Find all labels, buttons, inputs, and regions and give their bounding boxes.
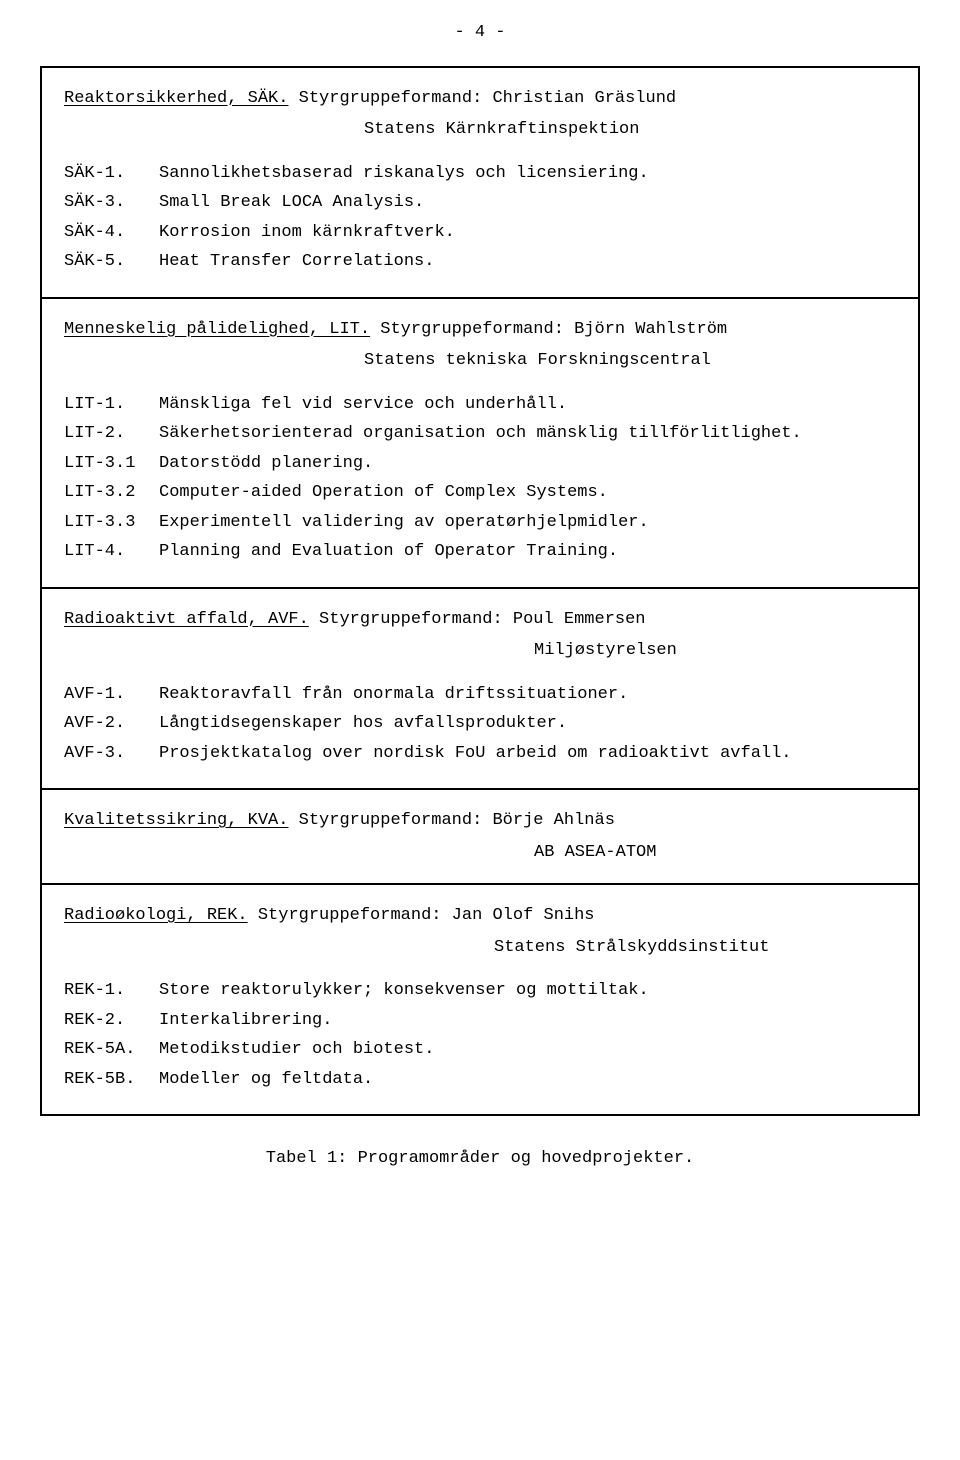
item-code: LIT-3.1 (64, 451, 159, 477)
item-code: AVF-1. (64, 682, 159, 708)
item-text: Metodikstudier och biotest. (159, 1037, 896, 1063)
section-heading: Radioøkologi, REK. Styrgruppeformand: Ja… (64, 903, 896, 929)
section-subtitle: AB ASEA-ATOM (64, 840, 896, 866)
item-text: Small Break LOCA Analysis. (159, 190, 896, 216)
section-title-rest: Styrgruppeformand: Christian Gräslund (288, 89, 676, 108)
section-title-underlined: Kvalitetssikring, KVA. (64, 811, 288, 830)
document-section: Menneskelig pålidelighed, LIT. Styrgrupp… (42, 299, 918, 589)
list-item: SÄK-5.Heat Transfer Correlations. (64, 249, 896, 275)
item-code: SÄK-3. (64, 190, 159, 216)
section-heading: Menneskelig pålidelighed, LIT. Styrgrupp… (64, 317, 896, 343)
section-subtitle: Statens Strålskyddsinstitut (64, 935, 896, 961)
list-item: REK-5A.Metodikstudier och biotest. (64, 1037, 896, 1063)
item-code: LIT-2. (64, 421, 159, 447)
section-title-rest: Styrgruppeformand: Jan Olof Snihs (248, 906, 595, 925)
item-code: REK-2. (64, 1008, 159, 1034)
item-text: Prosjektkatalog over nordisk FoU arbeid … (159, 741, 896, 767)
item-code: REK-5A. (64, 1037, 159, 1063)
sections-table: Reaktorsikkerhed, SÄK. Styrgruppeformand… (40, 66, 920, 1117)
item-text: Säkerhetsorienterad organisation och män… (159, 421, 896, 447)
section-subtitle: Statens Kärnkraftinspektion (64, 117, 896, 143)
list-item: LIT-3.1Datorstödd planering. (64, 451, 896, 477)
list-item: SÄK-4.Korrosion inom kärnkraftverk. (64, 220, 896, 246)
item-text: Sannolikhetsbaserad riskanalys och licen… (159, 161, 896, 187)
section-heading: Reaktorsikkerhed, SÄK. Styrgruppeformand… (64, 86, 896, 112)
section-items: LIT-1.Mänskliga fel vid service och unde… (64, 392, 896, 565)
document-section: Radioaktivt affald, AVF. Styrgruppeforma… (42, 589, 918, 791)
list-item: AVF-2.Långtidsegenskaper hos avfallsprod… (64, 711, 896, 737)
section-title-rest: Styrgruppeformand: Börje Ahlnäs (288, 811, 614, 830)
section-heading: Radioaktivt affald, AVF. Styrgruppeforma… (64, 607, 896, 633)
section-subtitle: Miljøstyrelsen (64, 638, 896, 664)
section-title-underlined: Radioaktivt affald, AVF. (64, 610, 309, 629)
item-text: Interkalibrering. (159, 1008, 896, 1034)
list-item: REK-2.Interkalibrering. (64, 1008, 896, 1034)
section-heading: Kvalitetssikring, KVA. Styrgruppeformand… (64, 808, 896, 834)
section-title-rest: Styrgruppeformand: Björn Wahlström (370, 320, 727, 339)
item-text: Computer-aided Operation of Complex Syst… (159, 480, 896, 506)
list-item: SÄK-3.Small Break LOCA Analysis. (64, 190, 896, 216)
item-text: Planning and Evaluation of Operator Trai… (159, 539, 896, 565)
item-text: Datorstödd planering. (159, 451, 896, 477)
item-code: REK-1. (64, 978, 159, 1004)
document-section: Reaktorsikkerhed, SÄK. Styrgruppeformand… (42, 68, 918, 299)
item-text: Reaktoravfall från onormala driftssituat… (159, 682, 896, 708)
item-code: AVF-2. (64, 711, 159, 737)
document-section: Radioøkologi, REK. Styrgruppeformand: Ja… (42, 885, 918, 1114)
item-code: SÄK-5. (64, 249, 159, 275)
page-number: - 4 - (40, 20, 920, 46)
list-item: REK-1.Store reaktorulykker; konsekvenser… (64, 978, 896, 1004)
list-item: REK-5B.Modeller og feltdata. (64, 1067, 896, 1093)
section-subtitle: Statens tekniska Forskningscentral (64, 348, 896, 374)
list-item: LIT-2.Säkerhetsorienterad organisation o… (64, 421, 896, 447)
item-code: SÄK-4. (64, 220, 159, 246)
section-title-underlined: Radioøkologi, REK. (64, 906, 248, 925)
item-text: Korrosion inom kärnkraftverk. (159, 220, 896, 246)
section-items: SÄK-1.Sannolikhetsbaserad riskanalys och… (64, 161, 896, 275)
item-text: Heat Transfer Correlations. (159, 249, 896, 275)
item-text: Långtidsegenskaper hos avfallsprodukter. (159, 711, 896, 737)
item-code: REK-5B. (64, 1067, 159, 1093)
section-title-underlined: Menneskelig pålidelighed, LIT. (64, 320, 370, 339)
item-text: Modeller og feltdata. (159, 1067, 896, 1093)
list-item: LIT-3.2Computer-aided Operation of Compl… (64, 480, 896, 506)
list-item: AVF-3.Prosjektkatalog over nordisk FoU a… (64, 741, 896, 767)
list-item: LIT-4.Planning and Evaluation of Operato… (64, 539, 896, 565)
item-text: Store reaktorulykker; konsekvenser og mo… (159, 978, 896, 1004)
item-code: LIT-1. (64, 392, 159, 418)
section-title-rest: Styrgruppeformand: Poul Emmersen (309, 610, 646, 629)
table-caption: Tabel 1: Programområder og hovedprojekte… (40, 1146, 920, 1172)
item-code: LIT-3.2 (64, 480, 159, 506)
item-text: Experimentell validering av operatørhjel… (159, 510, 896, 536)
document-section: Kvalitetssikring, KVA. Styrgruppeformand… (42, 790, 918, 885)
document-page: - 4 - Reaktorsikkerhed, SÄK. Styrgruppef… (0, 0, 960, 1202)
item-code: AVF-3. (64, 741, 159, 767)
item-code: SÄK-1. (64, 161, 159, 187)
section-items: REK-1.Store reaktorulykker; konsekvenser… (64, 978, 896, 1092)
item-code: LIT-3.3 (64, 510, 159, 536)
section-items: AVF-1.Reaktoravfall från onormala drifts… (64, 682, 896, 767)
list-item: AVF-1.Reaktoravfall från onormala drifts… (64, 682, 896, 708)
list-item: LIT-1.Mänskliga fel vid service och unde… (64, 392, 896, 418)
list-item: LIT-3.3Experimentell validering av opera… (64, 510, 896, 536)
section-title-underlined: Reaktorsikkerhed, SÄK. (64, 89, 288, 108)
item-text: Mänskliga fel vid service och underhåll. (159, 392, 896, 418)
list-item: SÄK-1.Sannolikhetsbaserad riskanalys och… (64, 161, 896, 187)
item-code: LIT-4. (64, 539, 159, 565)
